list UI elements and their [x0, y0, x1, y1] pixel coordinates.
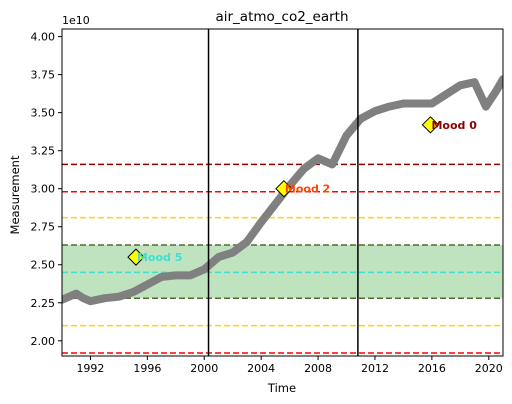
y-tick-label-8: 4.00	[31, 31, 56, 44]
annotation-marker-2	[421, 116, 440, 134]
y-tick-label-3: 2.75	[31, 221, 56, 234]
annotation-marker-0	[127, 248, 145, 266]
y-tick-label-0: 2.00	[31, 335, 56, 348]
annotation-marker-1	[275, 179, 293, 198]
x-axis-label: Time	[267, 381, 296, 395]
plot-area: Mood 5 Mood 2 Mood 0 1992 1996 2000 2004 2008 20…	[31, 28, 504, 375]
axes-frame	[61, 28, 504, 357]
annotation-label-2: Mood 0	[431, 119, 477, 132]
y-tick-label-6: 3.50	[31, 107, 56, 120]
y-tick-label-7: 3.75	[31, 69, 56, 82]
annotation-label-0: Mood 5	[137, 251, 182, 264]
y-tick-label-5: 3.25	[31, 145, 56, 158]
plot-inner: Mood 5 Mood 2 Mood 0	[62, 29, 503, 356]
x-tick-label-7: 2020	[475, 362, 503, 375]
chart-title: air_atmo_co2_earth	[215, 9, 348, 25]
y-axis-label: Measurement	[8, 155, 22, 234]
y-tick-label-1: 2.25	[31, 297, 56, 310]
y-tick-label-4: 3.00	[31, 183, 56, 196]
series-line-0	[62, 75, 503, 306]
x-tick-label-0: 1992	[76, 362, 104, 375]
x-tick-label-3: 2004	[247, 362, 275, 375]
x-tick-label-6: 2016	[418, 362, 446, 375]
y-axis-offset-label: 1e10	[62, 14, 90, 27]
y-tick-label-2: 2.50	[31, 259, 56, 272]
x-tick-label-4: 2008	[304, 362, 332, 375]
annotation-label-1: Mood 2	[285, 183, 330, 196]
x-tick-label-2: 2000	[190, 362, 218, 375]
x-tick-label-5: 2012	[361, 362, 389, 375]
x-tick-label-1: 1996	[133, 362, 161, 375]
